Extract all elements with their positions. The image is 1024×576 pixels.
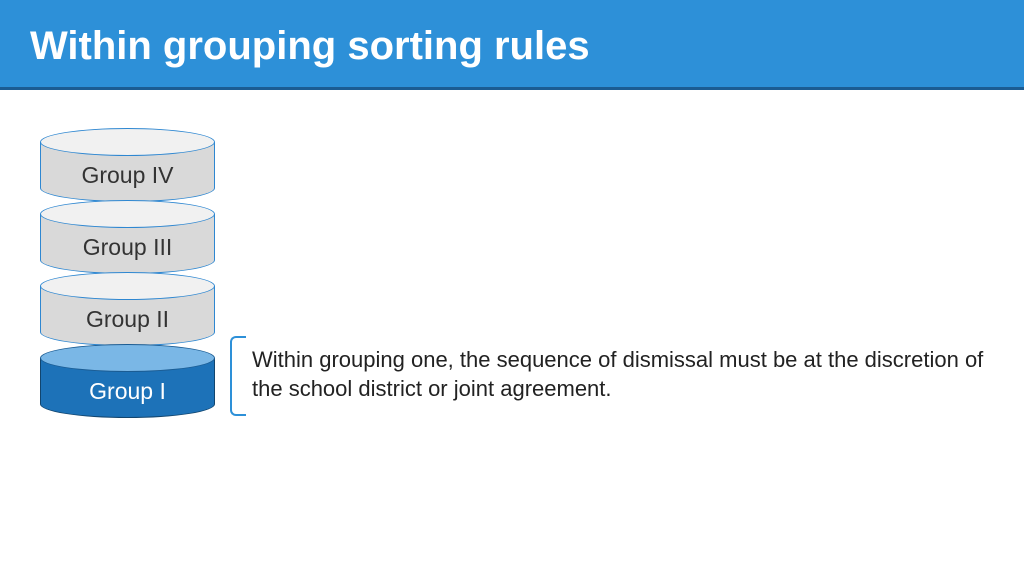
cylinder-group-iii: Group III — [40, 214, 215, 274]
cylinder-group-i: Group I — [40, 358, 215, 418]
cylinder-top-ellipse — [40, 200, 215, 228]
callout-bracket — [230, 336, 246, 416]
slide-title: Within grouping sorting rules — [30, 24, 994, 69]
cylinder-label: Group I — [89, 378, 166, 405]
cylinder-group-iv: Group IV — [40, 142, 215, 202]
cylinder-label: Group II — [86, 306, 169, 333]
cylinder-group-ii: Group II — [40, 286, 215, 346]
slide-header: Within grouping sorting rules — [0, 0, 1024, 87]
cylinder-top-ellipse — [40, 128, 215, 156]
cylinder-label: Group IV — [81, 162, 173, 189]
cylinder-stack: Group IV Group III Group II Group I — [40, 130, 215, 418]
callout-text: Within grouping one, the sequence of dis… — [252, 346, 992, 403]
cylinder-label: Group III — [83, 234, 172, 261]
cylinder-top-ellipse — [40, 272, 215, 300]
cylinder-top-ellipse — [40, 344, 215, 372]
slide-content: Group IV Group III Group II Group I With… — [0, 90, 1024, 566]
